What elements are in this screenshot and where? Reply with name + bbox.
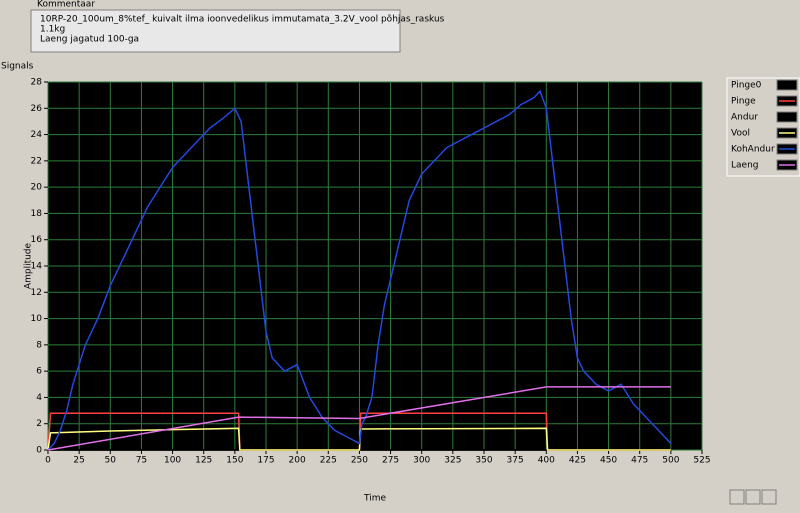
cursor-tool[interactable] bbox=[729, 489, 745, 505]
x-tick-label: 400 bbox=[538, 456, 555, 466]
comment-label: Kommentaar bbox=[37, 0, 95, 10]
series-line bbox=[47, 89, 672, 451]
legend-label: Pinge0 bbox=[731, 81, 762, 91]
y-tick-label: 10 bbox=[31, 314, 43, 324]
legend-label: Pinge bbox=[731, 97, 756, 107]
y-tick-label: 26 bbox=[31, 104, 43, 114]
x-tick-label: 25 bbox=[73, 456, 84, 466]
x-tick-label: 150 bbox=[226, 456, 243, 466]
series-line bbox=[47, 427, 671, 451]
x-tick-label: 375 bbox=[507, 456, 524, 466]
comment-line: Laeng jagatud 100-ga bbox=[40, 35, 139, 45]
graph-label: Signals bbox=[1, 62, 34, 72]
x-tick-label: 200 bbox=[289, 456, 306, 466]
x-tick-label: 475 bbox=[631, 456, 648, 466]
y-axis-label: Amplitude bbox=[24, 242, 34, 289]
x-tick-label: 125 bbox=[195, 456, 212, 466]
x-tick-label: 325 bbox=[444, 456, 461, 466]
x-tick-label: 275 bbox=[382, 456, 399, 466]
zoom-tool[interactable] bbox=[745, 489, 761, 505]
x-axis-label: Time bbox=[363, 494, 386, 504]
y-tick-label: 6 bbox=[36, 367, 42, 377]
x-tick-label: 75 bbox=[136, 456, 147, 466]
y-tick-label: 18 bbox=[31, 209, 43, 219]
y-tick-label: 28 bbox=[31, 78, 43, 88]
x-tick-label: 350 bbox=[475, 456, 492, 466]
x-tick-label: 525 bbox=[693, 456, 710, 466]
x-tick-label: 175 bbox=[257, 456, 274, 466]
y-tick-label: 16 bbox=[31, 235, 43, 245]
y-tick-label: 4 bbox=[36, 393, 42, 403]
y-tick-label: 22 bbox=[31, 156, 42, 166]
legend-label: Vool bbox=[731, 129, 750, 139]
y-tick-label: 14 bbox=[31, 262, 43, 272]
x-tick-label: 300 bbox=[413, 456, 430, 466]
comment-box[interactable] bbox=[30, 9, 401, 53]
y-tick-label: 2 bbox=[36, 419, 42, 429]
comment-line: 1.1kg bbox=[40, 25, 65, 35]
legend-label: Andur bbox=[731, 113, 758, 123]
x-tick-label: 250 bbox=[351, 456, 368, 466]
y-tick-label: 8 bbox=[36, 340, 42, 350]
y-tick-label: 0 bbox=[36, 446, 42, 456]
comment-line: 10RP-20_100um_8%tef_ kuivalt ilma ioonve… bbox=[40, 15, 445, 25]
legend-label: Laeng bbox=[731, 161, 758, 171]
y-tick-label: 20 bbox=[31, 183, 43, 193]
x-tick-label: 425 bbox=[569, 456, 586, 466]
x-tick-label: 0 bbox=[45, 456, 51, 466]
x-tick-label: 450 bbox=[600, 456, 617, 466]
x-tick-label: 500 bbox=[662, 456, 679, 466]
x-tick-label: 50 bbox=[105, 456, 117, 466]
toolbar bbox=[729, 489, 777, 505]
pan-tool[interactable] bbox=[761, 489, 777, 505]
series-line bbox=[47, 386, 671, 451]
y-tick-label: 24 bbox=[31, 130, 43, 140]
legend-label: KohAndur bbox=[731, 145, 775, 155]
x-tick-label: 225 bbox=[320, 456, 337, 466]
x-tick-label: 100 bbox=[164, 456, 181, 466]
y-tick-label: 12 bbox=[31, 288, 42, 298]
